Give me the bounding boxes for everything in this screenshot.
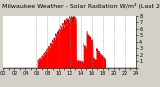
Text: Milwaukee Weather - Solar Radiation W/m² (Last 24 Hours): Milwaukee Weather - Solar Radiation W/m²… bbox=[2, 3, 160, 9]
